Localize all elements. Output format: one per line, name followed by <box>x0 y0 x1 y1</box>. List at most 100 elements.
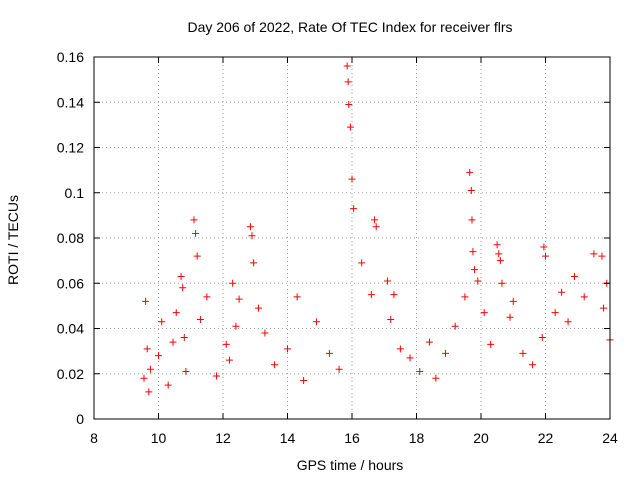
data-point <box>182 367 190 375</box>
data-point <box>192 229 200 237</box>
y-axis-label: ROTI / TECUs <box>5 195 21 285</box>
data-point <box>348 175 356 183</box>
data-point <box>538 334 546 342</box>
data-point <box>158 318 166 326</box>
data-point <box>284 345 291 353</box>
data-point <box>261 329 269 337</box>
y-tick-labels: 0 0.02 0.04 0.06 0.08 0.1 0.12 0.14 0.16 <box>57 49 84 427</box>
data-point <box>313 318 321 326</box>
data-point <box>248 232 256 240</box>
data-point <box>250 259 258 267</box>
x-tick-label: 14 <box>280 430 296 446</box>
data-point <box>335 365 343 373</box>
data-point <box>558 288 566 296</box>
data-point <box>432 374 440 382</box>
data-point <box>480 309 488 317</box>
x-tick-label: 8 <box>90 430 98 446</box>
data-point <box>146 365 154 373</box>
data-point <box>254 304 262 312</box>
data-point <box>229 279 237 287</box>
grid <box>94 57 610 419</box>
data-point <box>598 252 606 260</box>
data-point <box>383 277 391 285</box>
y-tick-label: 0.08 <box>57 230 84 246</box>
data-point <box>551 309 559 317</box>
data-point <box>506 313 514 321</box>
data-point <box>325 349 333 357</box>
data-point <box>164 381 172 389</box>
data-point <box>529 361 537 369</box>
data-point <box>396 345 404 353</box>
x-tick-label: 24 <box>602 430 618 446</box>
data-point <box>416 367 424 375</box>
data-point <box>172 309 180 317</box>
chart-title: Day 206 of 2022, Rate Of TEC Index for r… <box>187 19 512 35</box>
data-point <box>367 291 375 299</box>
data-point <box>271 361 279 369</box>
data-point <box>571 272 579 280</box>
data-point <box>580 293 588 301</box>
x-tick-label: 22 <box>538 430 554 446</box>
data-point <box>372 223 380 231</box>
data-point <box>343 62 351 70</box>
data-point <box>519 349 527 357</box>
data-point <box>493 241 501 249</box>
data-point <box>469 248 477 256</box>
data-point <box>466 168 474 176</box>
data-point <box>471 266 479 274</box>
data-point <box>190 216 198 224</box>
data-point <box>196 315 204 323</box>
y-tick-label: 0.04 <box>57 321 84 337</box>
data-point <box>225 356 233 364</box>
data-point <box>371 216 379 224</box>
data-point <box>169 338 177 346</box>
x-tick-label: 16 <box>344 430 360 446</box>
x-axis-label: GPS time / hours <box>297 457 404 473</box>
data-point <box>140 374 148 382</box>
data-point <box>232 322 240 330</box>
data-point <box>387 315 395 323</box>
data-point <box>390 291 398 299</box>
x-tick-label: 18 <box>409 430 425 446</box>
y-tick-label: 0.16 <box>57 49 84 65</box>
data-point <box>345 101 353 109</box>
data-point <box>461 293 469 301</box>
data-point <box>346 123 354 131</box>
data-point <box>442 349 450 357</box>
data-point <box>498 279 506 287</box>
data-point <box>177 272 185 280</box>
y-tick-label: 0.02 <box>57 366 84 382</box>
data-point <box>468 216 476 224</box>
data-point <box>542 252 549 260</box>
data-point <box>142 297 150 305</box>
data-point <box>293 293 301 301</box>
data-point <box>451 322 459 330</box>
data-point <box>222 340 230 348</box>
data-point <box>193 252 201 260</box>
data-point <box>495 250 503 258</box>
data-point <box>155 352 162 360</box>
data-points <box>140 62 614 396</box>
data-point <box>350 205 358 213</box>
data-point <box>179 284 187 292</box>
data-point <box>143 345 151 353</box>
data-point <box>406 354 414 362</box>
x-tick-labels: 8 10 12 14 16 18 20 22 24 <box>90 430 618 446</box>
data-point <box>467 186 475 194</box>
data-point <box>600 304 608 312</box>
y-tick-label: 0.14 <box>57 94 84 110</box>
y-tick-label: 0.1 <box>65 185 85 201</box>
y-tick-label: 0.12 <box>57 140 84 156</box>
data-point <box>496 257 504 265</box>
data-point <box>235 295 243 303</box>
x-tick-label: 10 <box>151 430 167 446</box>
x-tick-label: 20 <box>473 430 489 446</box>
data-point <box>540 243 548 251</box>
x-tick-label: 12 <box>215 430 231 446</box>
y-tick-label: 0 <box>76 411 84 427</box>
data-point <box>474 277 482 285</box>
data-point <box>203 293 211 301</box>
data-point <box>246 223 254 231</box>
data-point <box>564 318 572 326</box>
